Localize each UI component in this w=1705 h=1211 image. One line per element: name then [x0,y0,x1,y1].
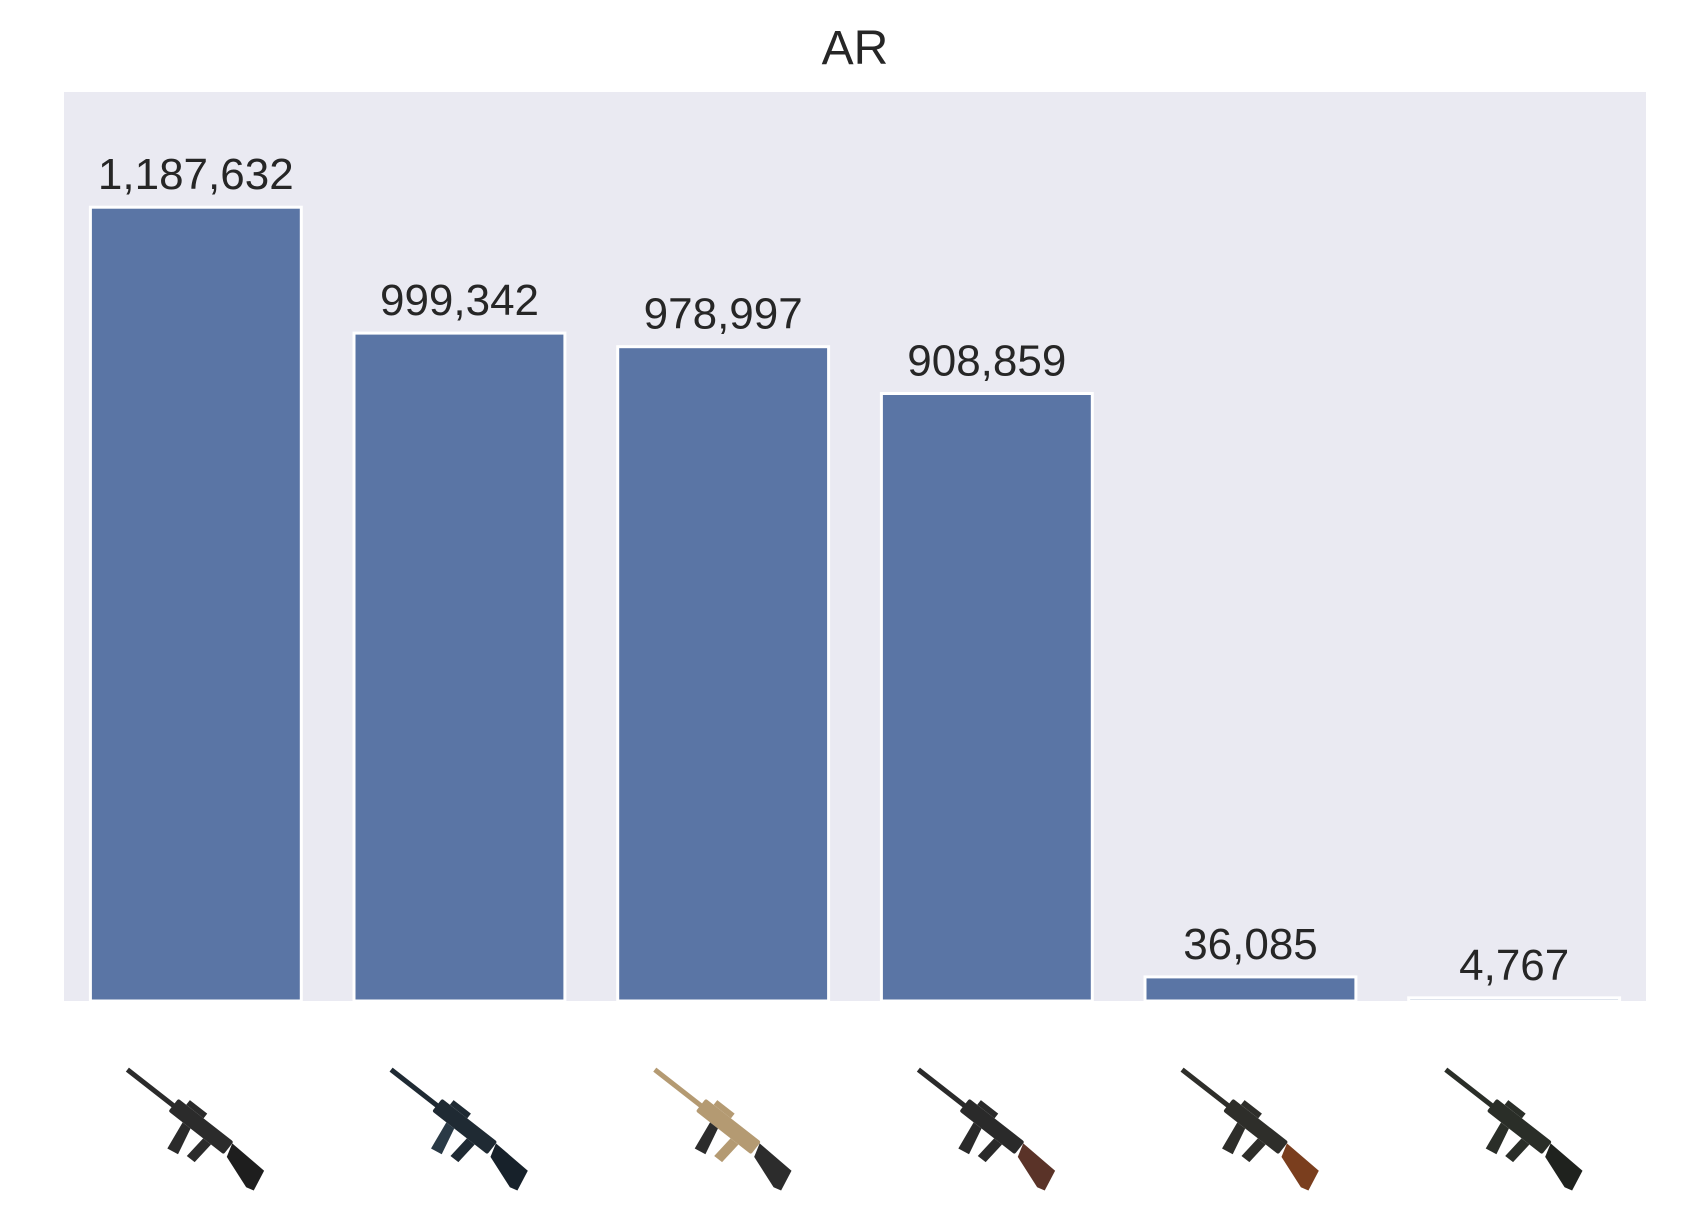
rifle-icon-3 [653,1067,792,1191]
category-icons-layer [125,1067,1583,1191]
bar-value-label-6: 4,767 [1459,941,1569,990]
bar-6 [1407,996,1622,1003]
rifle-icon-1 [125,1067,265,1191]
rifle-icon-5 [1180,1067,1319,1191]
bar-value-label-2: 999,342 [380,276,539,325]
value-labels-layer: 1,187,632 999,342 978,997 908,859 36,085 4,76… [98,150,1569,990]
rifle-icon-4 [916,1067,1056,1191]
plot-area [64,92,1646,1001]
bar-value-label-4: 908,859 [907,337,1066,386]
bar-3 [616,345,831,1003]
bar-5 [1143,975,1358,1003]
bar-value-label-5: 36,085 [1183,920,1318,969]
rifle-icon-2 [389,1067,528,1191]
bar-4 [879,392,1094,1003]
bar-1 [88,205,303,1003]
chart-title: AR [822,22,889,75]
bars-layer [88,205,1622,1003]
bar-2 [352,331,567,1003]
rifle-icon-6 [1444,1067,1583,1191]
bar-value-label-3: 978,997 [644,290,803,339]
bar-value-label-1: 1,187,632 [98,150,294,199]
